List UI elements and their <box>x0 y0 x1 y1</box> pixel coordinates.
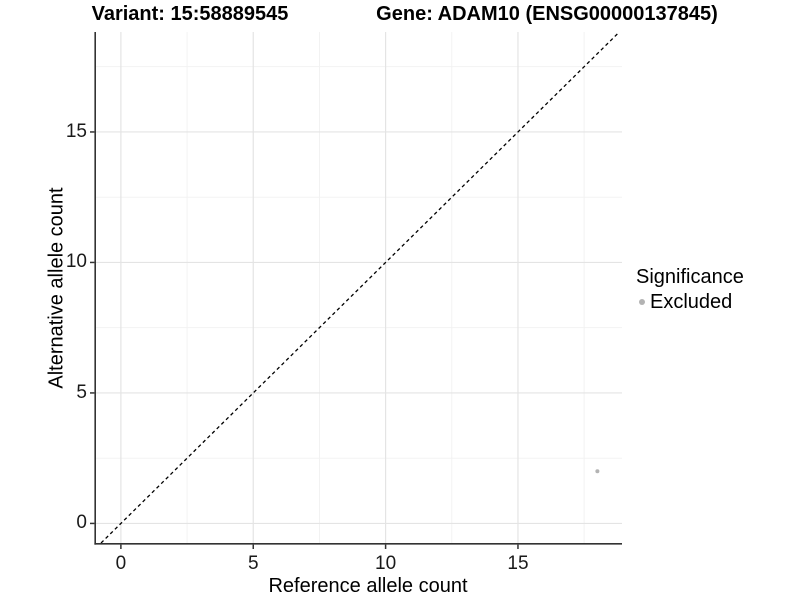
data-point <box>595 469 600 474</box>
x-axis-label: Reference allele count <box>268 575 468 597</box>
legend-title: Significance <box>636 266 744 288</box>
y-axis-label: Alternative allele count <box>45 187 68 389</box>
y-tick-label: 10 <box>65 251 87 273</box>
y-tick-label: 5 <box>76 381 87 403</box>
y-tick-label: 0 <box>76 512 87 534</box>
x-tick-label: 15 <box>507 553 529 574</box>
y-tick-label: 15 <box>65 120 87 142</box>
legend-item-label: Excluded <box>650 291 733 313</box>
x-tick-label: 0 <box>115 553 127 574</box>
variant-title: Variant: 15:58889545 <box>91 3 289 25</box>
legend-point-icon <box>639 299 645 305</box>
x-tick-label: 10 <box>375 553 397 574</box>
legend-item-excluded: Excluded <box>636 290 744 314</box>
x-tick-label: 5 <box>247 553 259 574</box>
identity-line <box>100 31 620 544</box>
gene-title: Gene: ADAM10 (ENSG00000137845) <box>376 3 718 25</box>
legend: Significance Excluded <box>636 265 744 314</box>
